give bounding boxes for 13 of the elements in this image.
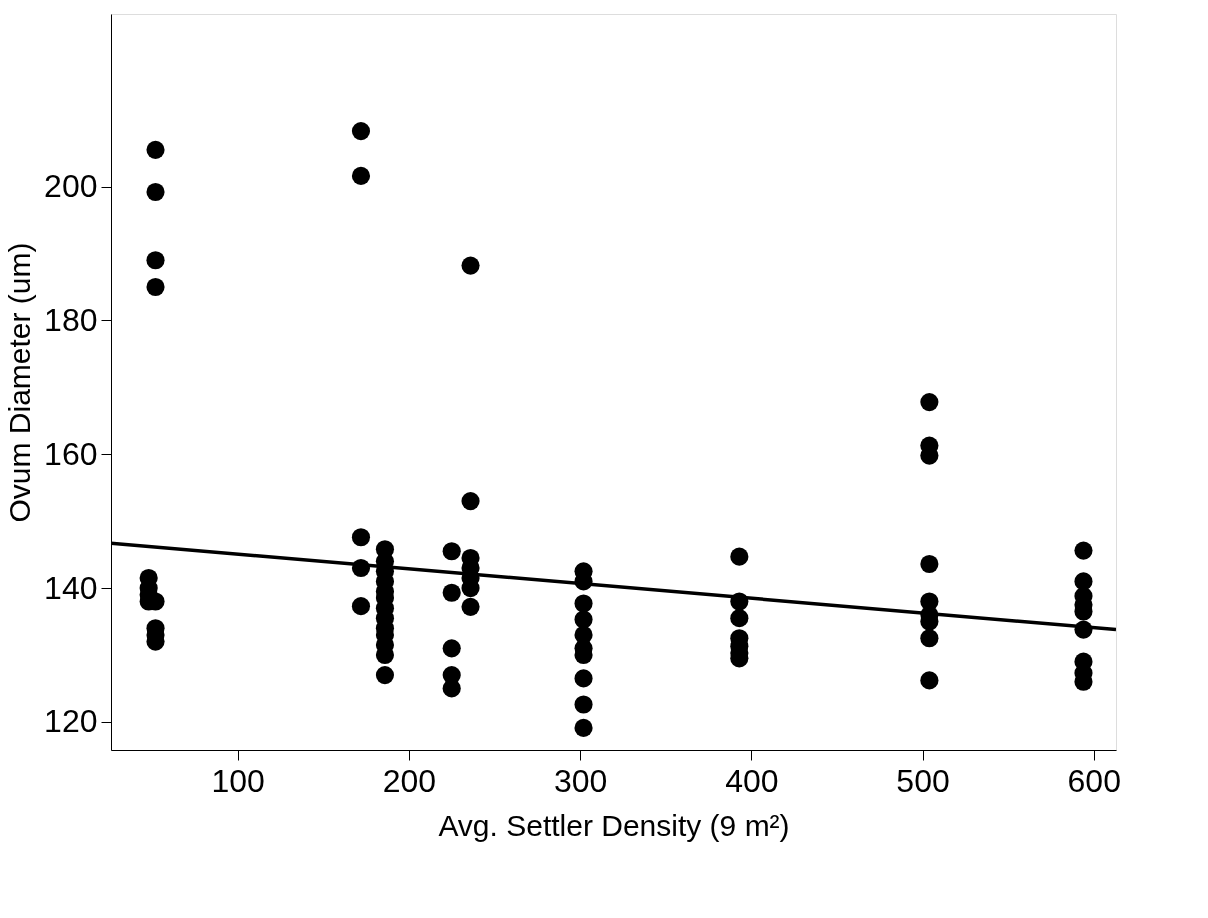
y-tick-label: 160 [44, 435, 98, 472]
y-axis-title: Ovum Diameter (um) [3, 242, 37, 523]
x-tick-label: 600 [1067, 762, 1121, 799]
x-tick-label: 100 [211, 762, 265, 799]
x-axis-title: Avg. Settler Density (9 m²) [438, 808, 790, 842]
x-tick-label: 400 [725, 762, 779, 799]
x-tick-label: 300 [553, 762, 608, 799]
x-tick-label: 500 [896, 762, 950, 799]
y-tick-label: 180 [44, 301, 98, 338]
y-tick-label: 200 [44, 168, 98, 205]
y-tick-label: 140 [44, 569, 98, 606]
x-tick-label: 200 [382, 762, 437, 799]
y-tick-label: 120 [44, 703, 98, 740]
